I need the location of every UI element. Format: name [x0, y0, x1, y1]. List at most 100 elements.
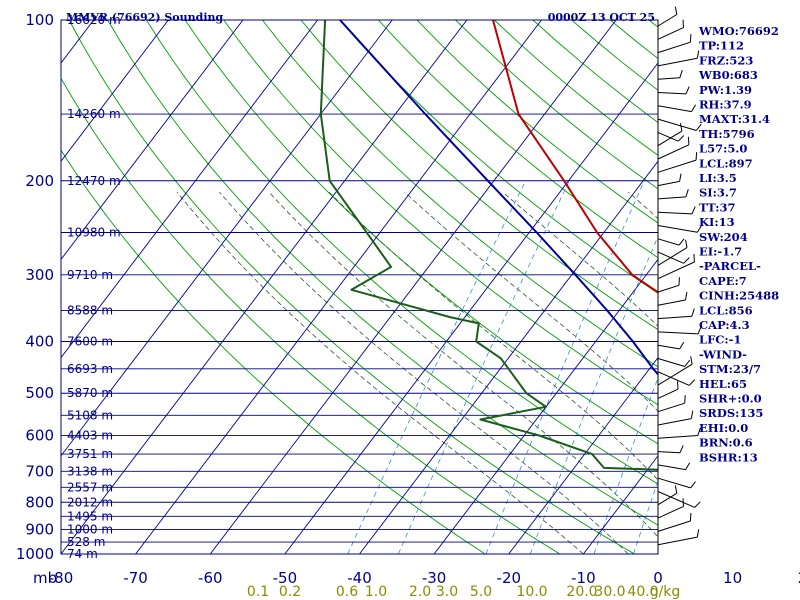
mixing-ratio-tick-label: 0.2 [279, 584, 301, 600]
wind-barb [657, 105, 692, 113]
wind-barb-flag [695, 152, 698, 161]
pressure-tick-label: 700 [25, 462, 54, 480]
isotherm [359, 160, 658, 554]
moist-adiabat [268, 191, 658, 538]
wind-barb [657, 315, 692, 320]
wind-barb-flag [695, 123, 702, 131]
wind-barb-flag [696, 225, 702, 233]
wind-barb-flag [697, 427, 701, 436]
wind-barbs [657, 6, 702, 554]
index-label: TT:37 [699, 200, 736, 214]
wind-barb-flag [682, 498, 684, 507]
wind-barb [657, 144, 690, 160]
height-label: 8588 m [67, 304, 113, 318]
isotherm [433, 258, 658, 554]
wind-barb-flag [679, 69, 683, 78]
wind-barb [657, 131, 679, 142]
wind-barb [657, 358, 685, 367]
wind-barb-flag [674, 6, 678, 15]
wind-barb [657, 520, 691, 532]
temperature-tick-label: -60 [198, 569, 223, 587]
height-labels: 16620 m 14260 m 12470 m 10980 m 9710 m 8588 m… [67, 13, 121, 561]
index-label: CAP:4.3 [699, 318, 750, 332]
moist-adiabat [176, 191, 584, 554]
wind-barb [657, 464, 686, 471]
height-label: 4403 m [67, 429, 113, 443]
height-label: 3751 m [67, 447, 113, 461]
height-label: 7600 m [67, 335, 113, 349]
wind-barb [657, 57, 698, 67]
index-label: STM:23/7 [699, 362, 761, 376]
wind-barb [657, 211, 693, 215]
index-label: TH:5796 [699, 127, 755, 141]
wind-barb-flag [679, 123, 683, 132]
isotherm [135, 20, 542, 554]
isotherm [61, 20, 318, 359]
mixing-ratio-tick-label: 20.0 [566, 584, 597, 600]
chart-title: MMVR (76692) Sounding [66, 11, 224, 24]
mixing-ratio-tick-label: 3.0 [436, 584, 458, 600]
index-label: CAPE:7 [699, 274, 747, 288]
stability-indices: WMO:76692TP:112FRZ:523WB0:683PW:1.39RH:3… [698, 24, 779, 464]
temperature-trace [492, 20, 658, 294]
wind-barb [657, 492, 678, 506]
parcel-trace [339, 20, 658, 376]
mixing-ratio-tick-label: 2.0 [409, 584, 431, 600]
height-label: 5108 m [67, 408, 113, 422]
height-label: 1495 m [67, 509, 113, 523]
pressure-tick-label: 400 [25, 333, 54, 351]
index-label: LI:3.5 [699, 171, 737, 185]
pressure-tick-label: 300 [25, 266, 54, 284]
height-label: 528 m [67, 535, 105, 549]
wind-barb-flag [697, 326, 702, 335]
index-label: -PARCEL- [699, 259, 761, 273]
wind-barb [657, 435, 698, 439]
wind-barb-flag [684, 395, 686, 404]
wind-barb-flag [689, 34, 692, 43]
sounding-traces [319, 20, 658, 471]
wind-barb [657, 180, 680, 187]
isotherm [61, 20, 393, 457]
wind-barb-flag [674, 485, 678, 494]
wind-barb-flag [685, 462, 691, 470]
height-label: 9710 m [67, 268, 113, 282]
valid-time: 0000Z 13 OCT 25 [548, 11, 655, 24]
wind-barb [657, 41, 691, 54]
wind-barb-flag [684, 359, 691, 367]
wind-barb [657, 491, 695, 508]
wind-barb [657, 344, 680, 350]
moist-adiabat [328, 191, 658, 481]
pressure-unit-label: mb [33, 569, 57, 587]
wind-barb [657, 331, 699, 335]
temperature-tick-label: -80 [49, 569, 74, 587]
pressure-tick-label: 100 [25, 11, 54, 29]
wind-barb-flag [683, 257, 690, 264]
index-label: WB0:683 [698, 68, 758, 82]
isotherm [209, 20, 617, 554]
wind-barb [657, 299, 686, 306]
wind-barb-flag [685, 86, 690, 95]
wind-barb-flag [690, 410, 694, 419]
wind-barb [657, 225, 698, 233]
wind-barb-flag [689, 512, 692, 522]
wind-barb-flag [694, 501, 701, 508]
index-label: EHI:0.0 [699, 421, 748, 435]
index-label: WMO:76692 [698, 24, 779, 38]
index-label: BSHR:13 [699, 450, 758, 464]
isotherm [61, 20, 244, 261]
wind-barb-flag [679, 341, 685, 350]
pressure-tick-label: 800 [25, 493, 54, 511]
index-label: EI:-1.7 [699, 245, 742, 259]
pressure-tick-label: 600 [25, 427, 54, 445]
wind-barb-flag [687, 136, 690, 145]
wind-barb-flag [691, 206, 696, 215]
index-label: -WIND- [699, 347, 747, 361]
wind-barb-flag [696, 50, 700, 59]
pressure-tick-label: 200 [25, 172, 54, 190]
index-label: LCL:897 [699, 156, 753, 170]
wind-barb-flag [678, 238, 685, 246]
wind-barb [657, 261, 695, 280]
wind-barb [657, 388, 679, 399]
